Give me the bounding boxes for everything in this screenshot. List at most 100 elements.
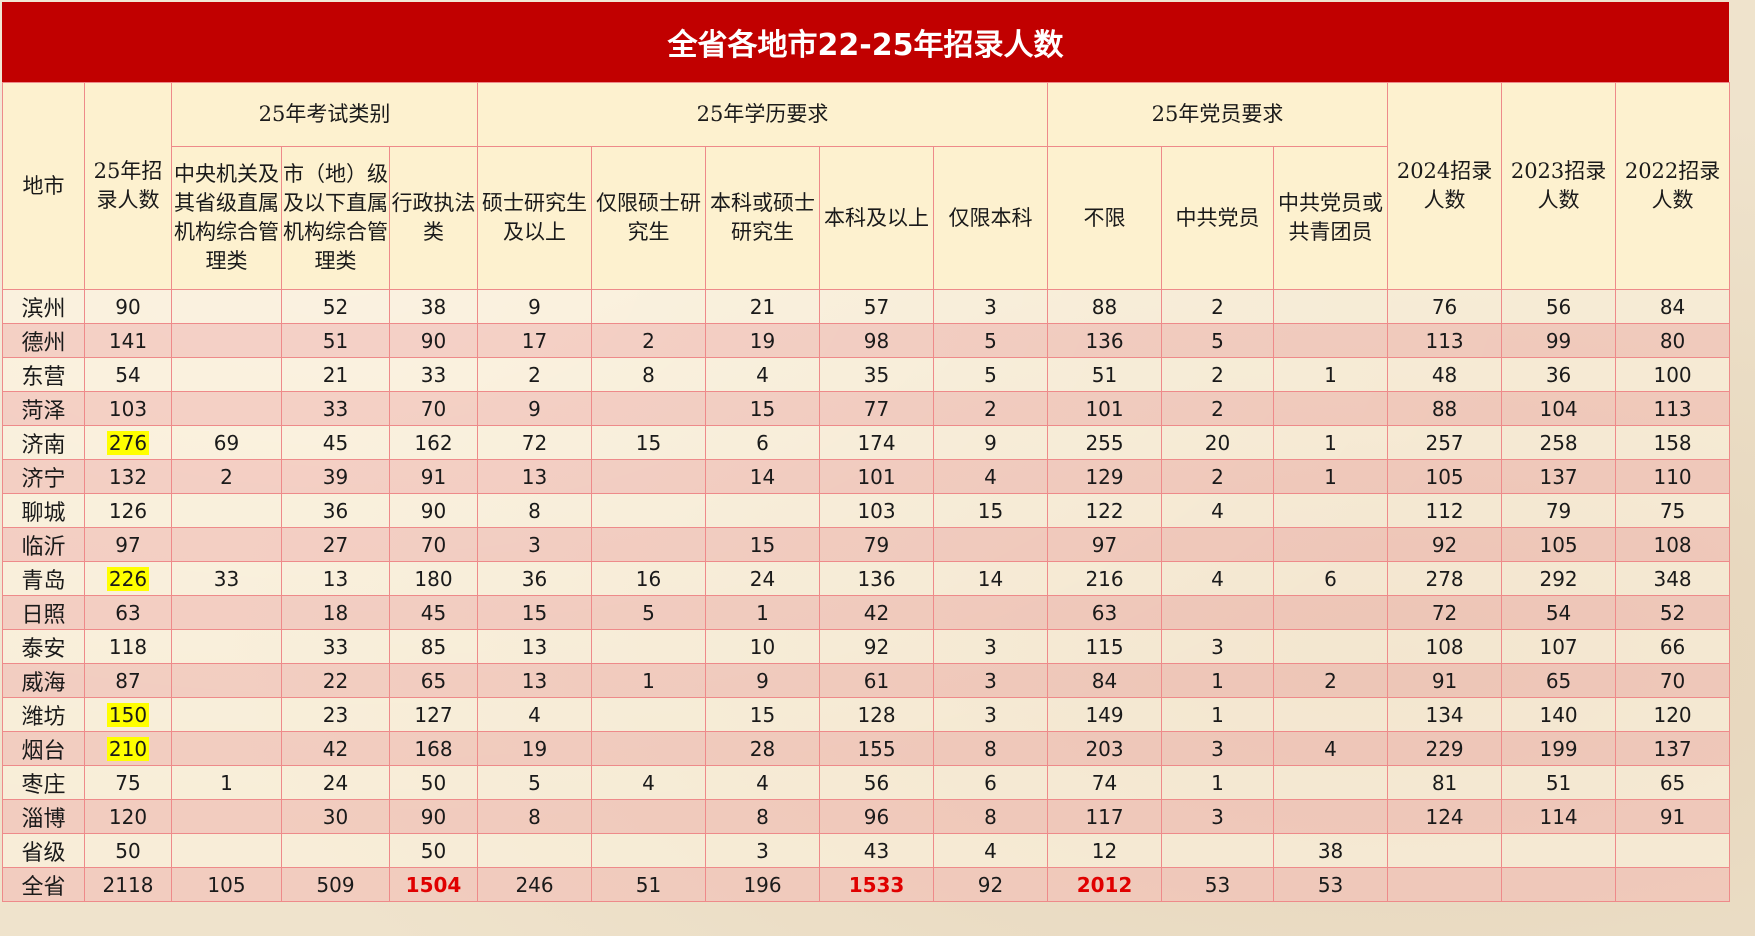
cell-value: 80 <box>1659 328 1686 353</box>
table-cell <box>933 595 1049 630</box>
cell-value: 54 <box>1545 600 1572 625</box>
cell-value: 348 <box>1653 566 1692 591</box>
cell-value: 24 <box>749 566 776 591</box>
cell-value: 150 <box>106 702 150 727</box>
table-cell: 1 <box>171 765 282 800</box>
cell-value: 101 <box>1085 396 1124 421</box>
table-row: 全省 2118 105 509 1504 246 51 196 1533 92 2012 53 53 <box>2 867 1731 902</box>
cell-value: 28 <box>749 736 776 761</box>
table-row: 济南 276 69 45 162 72 15 6 174 9 255 20 1 257 258 158 <box>2 425 1731 460</box>
table-cell: 4 <box>1161 493 1275 528</box>
table-cell <box>1273 595 1389 630</box>
cell-value: 5 <box>984 362 997 387</box>
cell-value: 229 <box>1425 736 1464 761</box>
cell-value: 105 <box>1539 532 1578 557</box>
header-2023: 2023招录人数 <box>1501 82 1617 290</box>
table-cell: 53 <box>1161 867 1275 902</box>
table-cell: 180 <box>388 561 479 596</box>
table-cell: 17 <box>477 323 593 358</box>
table-cell <box>171 357 282 392</box>
cell-value: 1 <box>642 668 655 693</box>
table-cell: 36 <box>477 561 593 596</box>
table-cell: 278 <box>1387 561 1503 596</box>
table-cell: 1533 <box>819 867 935 902</box>
table-cell: 38 <box>388 289 479 324</box>
table-cell: 276 <box>84 425 172 460</box>
table-cell: 112 <box>1387 493 1503 528</box>
header-edu-bachelor-plus: 本科及以上 <box>819 146 935 290</box>
table-cell: 108 <box>1387 629 1503 664</box>
cell-value: 8 <box>642 362 655 387</box>
table-cell: 51 <box>281 323 390 358</box>
city-cell: 淄博 <box>2 799 85 834</box>
cell-value: 61 <box>863 668 890 693</box>
header-exam-city: 市（地）级及以下直属机构综合管理类 <box>281 146 390 290</box>
table-cell: 4 <box>933 833 1049 868</box>
table-cell: 98 <box>819 323 935 358</box>
table-cell: 50 <box>84 833 172 868</box>
cell-value: 88 <box>1431 396 1458 421</box>
cell-value: 101 <box>857 464 896 489</box>
table-cell: 33 <box>388 357 479 392</box>
table-cell: 129 <box>1047 459 1163 494</box>
city-cell: 青岛 <box>2 561 85 596</box>
header-party-member: 中共党员 <box>1161 146 1275 290</box>
table-cell <box>171 289 282 324</box>
table-cell: 39 <box>281 459 390 494</box>
table-cell: 91 <box>1615 799 1731 834</box>
table-cell: 56 <box>1501 289 1617 324</box>
table-cell: 79 <box>819 527 935 562</box>
table-cell <box>1273 799 1389 834</box>
table-cell: 3 <box>1161 731 1275 766</box>
table-cell: 20 <box>1161 425 1275 460</box>
table-cell <box>171 697 282 732</box>
cell-value: 54 <box>115 362 141 387</box>
table-cell: 15 <box>933 493 1049 528</box>
city-cell: 威海 <box>2 663 85 698</box>
cell-value: 72 <box>521 430 548 455</box>
cell-value: 15 <box>749 532 776 557</box>
cell-value: 126 <box>108 498 148 523</box>
table-cell: 10 <box>705 629 821 664</box>
table-cell <box>591 799 707 834</box>
cell-value: 5 <box>528 770 541 795</box>
table-cell: 91 <box>388 459 479 494</box>
cell-value: 52 <box>1659 600 1686 625</box>
cell-value: 10 <box>749 634 776 659</box>
table-cell: 127 <box>388 697 479 732</box>
cell-value: 38 <box>420 294 447 319</box>
table-cell: 63 <box>1047 595 1163 630</box>
table-cell <box>1161 833 1275 868</box>
table-row: 威海 87 22 65 13 1 9 61 3 84 1 2 91 65 70 <box>2 663 1731 698</box>
table-cell: 24 <box>705 561 821 596</box>
table-cell: 5 <box>933 357 1049 392</box>
table-cell: 114 <box>1501 799 1617 834</box>
cell-value: 4 <box>756 362 769 387</box>
table-cell: 104 <box>1501 391 1617 426</box>
cell-value: 36 <box>521 566 548 591</box>
cell-value: 19 <box>521 736 548 761</box>
header-exam-central: 中央机关及其省级直属机构综合管理类 <box>171 146 282 290</box>
table-row: 青岛 226 33 13 180 36 16 24 136 14 216 4 6 278 292 348 <box>2 561 1731 596</box>
table-cell: 84 <box>1047 663 1163 698</box>
table-cell: 5 <box>591 595 707 630</box>
cell-value: 70 <box>420 396 447 421</box>
table-cell: 42 <box>281 731 390 766</box>
cell-value: 8 <box>756 804 769 829</box>
cell-value: 84 <box>1091 668 1118 693</box>
table-cell: 80 <box>1615 323 1731 358</box>
cell-value: 23 <box>322 702 349 727</box>
cell-value: 65 <box>1659 770 1686 795</box>
table-cell: 2012 <box>1047 867 1163 902</box>
cell-value: 114 <box>1539 804 1578 829</box>
table-cell: 27 <box>281 527 390 562</box>
cell-value: 3 <box>1211 736 1224 761</box>
table-cell <box>1501 833 1617 868</box>
cell-value: 180 <box>414 566 453 591</box>
table-cell: 158 <box>1615 425 1731 460</box>
table-row: 烟台 210 42 168 19 28 155 8 203 3 4 229 199 137 <box>2 731 1731 766</box>
table-cell: 90 <box>388 323 479 358</box>
cell-value: 129 <box>1085 464 1124 489</box>
cell-value: 120 <box>108 804 148 829</box>
table-cell: 105 <box>1501 527 1617 562</box>
